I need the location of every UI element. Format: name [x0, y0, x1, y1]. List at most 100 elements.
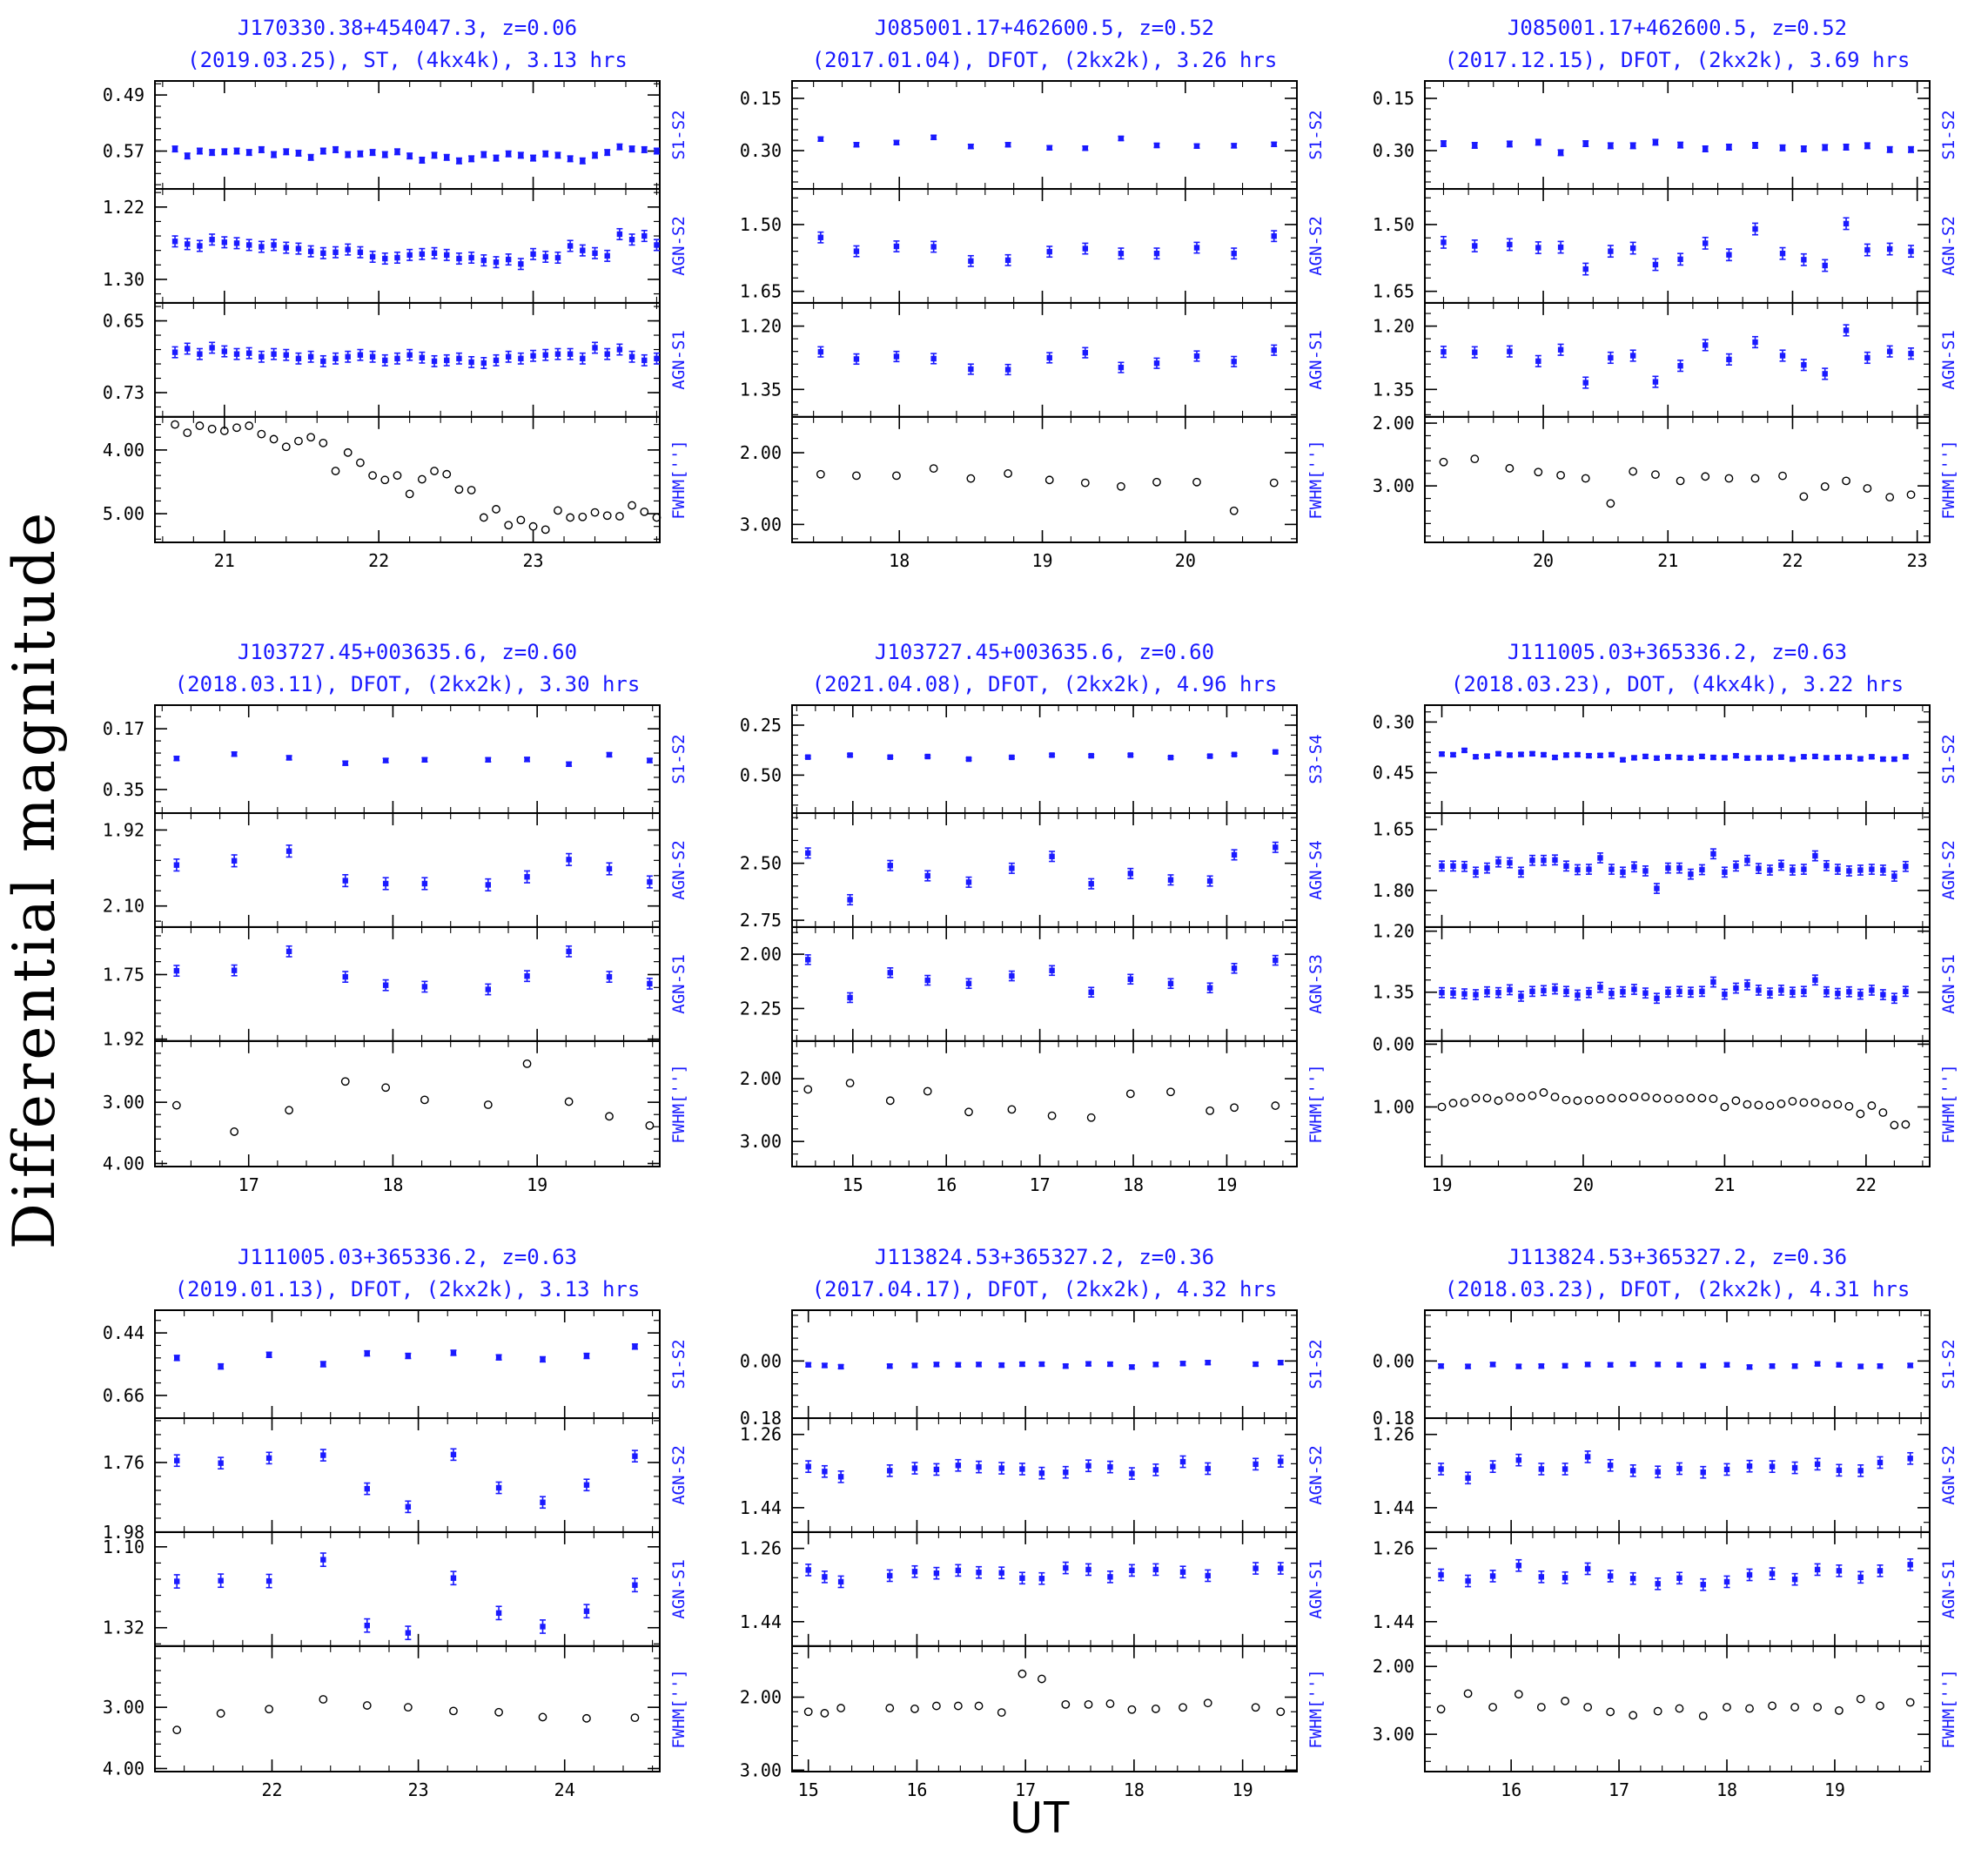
data-point	[1046, 145, 1052, 151]
chart-title: J113824.53+365327.2, z=0.36	[875, 1245, 1214, 1269]
data-point	[1779, 353, 1786, 359]
data-point	[518, 355, 524, 362]
fwhm-point	[929, 464, 938, 474]
data-point	[1127, 871, 1134, 877]
data-point	[1791, 1362, 1798, 1369]
data-point	[320, 250, 326, 256]
data-point	[1129, 1567, 1135, 1574]
panel-label: S1-S2	[669, 1339, 688, 1389]
data-point	[1253, 1461, 1259, 1468]
fwhm-point	[442, 469, 452, 479]
y-tick-label: 1.26	[1373, 1538, 1414, 1559]
chart-subtitle: (2019.03.25), ST, (4kx4k), 3.13 hrs	[187, 48, 628, 72]
data-point	[342, 973, 348, 980]
fwhm-point	[1765, 1101, 1775, 1110]
data-point	[1877, 1459, 1884, 1466]
data-point	[1557, 150, 1564, 156]
y-tick-label: 1.20	[1373, 921, 1414, 942]
chart-subtitle: (2019.01.13), DFOT, (2kx2k), 3.13 hrs	[175, 1277, 641, 1301]
data-point	[580, 247, 586, 253]
y-tick-label: 1.92	[103, 819, 144, 840]
data-point	[1609, 990, 1615, 997]
y-tick-label: 1.20	[740, 316, 782, 337]
data-point	[1597, 752, 1603, 758]
data-point	[197, 351, 203, 357]
data-point	[421, 757, 428, 763]
data-point	[1726, 144, 1732, 151]
y-tick-label: 1.22	[103, 197, 144, 218]
fwhm-point	[1494, 1096, 1503, 1106]
data-point	[265, 1352, 272, 1358]
data-point	[1654, 995, 1660, 1001]
data-point	[1790, 867, 1796, 873]
data-point	[405, 1353, 412, 1359]
data-point	[283, 245, 289, 251]
data-point	[580, 355, 586, 362]
data-point	[171, 145, 178, 152]
data-point	[1049, 967, 1055, 974]
data-point	[185, 241, 191, 247]
fwhm-point	[1152, 477, 1161, 487]
data-point	[1153, 360, 1160, 367]
data-point	[1688, 871, 1694, 878]
data-point	[1723, 1362, 1730, 1368]
data-point	[530, 155, 536, 161]
data-point	[1703, 240, 1709, 246]
data-point	[307, 248, 314, 254]
data-point	[1608, 248, 1614, 254]
data-point	[369, 253, 376, 260]
y-tick-label: 0.18	[740, 1408, 782, 1429]
data-point	[847, 752, 853, 758]
y-tick-label: 2.10	[103, 896, 144, 917]
fwhm-point	[1906, 490, 1916, 500]
fwhm-point	[1179, 1703, 1187, 1712]
data-point	[480, 360, 487, 367]
data-point	[1688, 989, 1694, 995]
data-point	[524, 973, 530, 979]
panel-label: S1-S2	[669, 734, 688, 784]
panel-frame	[791, 1644, 1298, 1772]
data-point	[342, 760, 348, 766]
data-point	[218, 1577, 224, 1584]
data-point	[1652, 261, 1659, 268]
fwhm-point	[1731, 1096, 1741, 1106]
y-tick-label: 4.00	[103, 1153, 144, 1174]
fwhm-point	[1437, 1102, 1447, 1112]
data-point	[1710, 851, 1716, 857]
data-point	[495, 1354, 502, 1361]
y-tick-label: 1.20	[1373, 316, 1414, 337]
data-point	[1846, 868, 1852, 874]
y-tick-label: 1.65	[1373, 819, 1414, 840]
data-point	[1629, 1361, 1636, 1368]
data-point	[632, 1582, 638, 1588]
fwhm-point	[1776, 1100, 1786, 1108]
chart-title: J111005.03+365336.2, z=0.63	[1508, 640, 1847, 664]
data-point	[1518, 751, 1524, 757]
data-point	[1767, 755, 1773, 761]
fwhm-point	[1127, 1705, 1137, 1714]
data-point	[1495, 858, 1501, 865]
data-point	[171, 239, 178, 245]
data-point	[1484, 864, 1490, 871]
data-point	[1515, 1456, 1522, 1463]
data-point	[1038, 1361, 1045, 1368]
data-point	[259, 244, 265, 250]
data-point	[1529, 858, 1535, 864]
data-point	[197, 243, 203, 249]
data-point	[1004, 142, 1011, 148]
y-tick-label: 0.65	[103, 311, 144, 332]
data-point	[421, 984, 428, 990]
data-point	[1465, 1363, 1471, 1369]
panel-frame	[1424, 301, 1931, 418]
data-point	[887, 1362, 893, 1369]
data-point	[1744, 755, 1750, 762]
data-point	[1552, 985, 1558, 992]
chart-1: J170330.38+454047.3, z=0.06 (2019.03.25),…	[103, 16, 688, 571]
subpanel-agn-s1: 0.65 0.73 AGN-S1	[103, 301, 688, 418]
data-point	[1153, 142, 1160, 149]
data-point	[185, 346, 191, 352]
data-point	[1450, 751, 1456, 758]
fwhm-point	[1675, 1094, 1684, 1104]
data-point	[1790, 756, 1796, 763]
